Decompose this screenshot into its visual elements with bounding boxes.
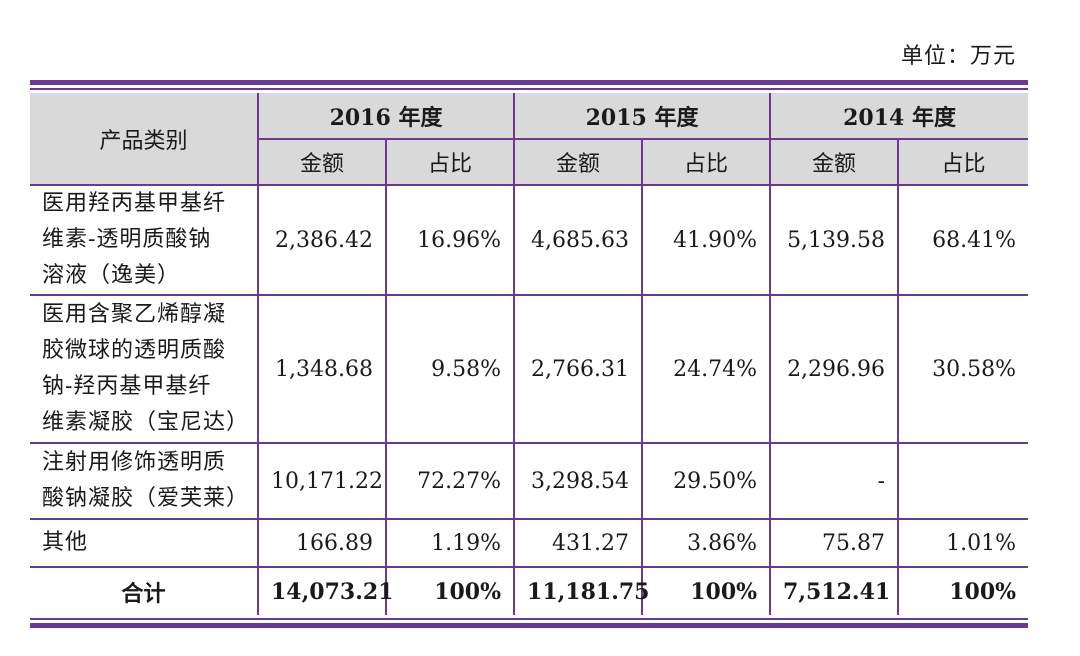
header-amount: 金额 <box>513 138 644 186</box>
cell-2016-ratio: 16.96% <box>384 184 516 296</box>
total-label: 合计 <box>30 566 259 615</box>
cell-2015-amount: 4,685.63 <box>513 184 644 296</box>
header-ratio: 占比 <box>897 138 1029 186</box>
cell-2015-ratio: 24.74% <box>641 294 772 444</box>
total-2014-amount: 7,512.41 <box>769 566 900 615</box>
total-2016-ratio: 100% <box>384 566 516 615</box>
cell-2016-amount: 2,386.42 <box>257 184 387 296</box>
header-amount: 金额 <box>258 138 387 186</box>
header-ratio: 占比 <box>384 138 516 186</box>
cell-2015-ratio: 29.50% <box>641 442 772 520</box>
header-year-2015: 2015 年度 <box>513 93 772 140</box>
row-category: 注射用修饰透明质 酸钠凝胶（爱芙莱） <box>30 442 259 520</box>
header-year-2014: 2014 年度 <box>769 93 1029 140</box>
cell-2016-amount: 10,171.22 <box>257 442 387 520</box>
header-amount: 金额 <box>769 138 900 186</box>
cell-2015-amount: 3,298.54 <box>513 442 644 520</box>
cell-2016-amount: 1,348.68 <box>257 294 387 444</box>
row-category: 医用羟丙基甲基纤 维素-透明质酸钠 溶液（逸美） <box>30 184 259 296</box>
table-row: 医用羟丙基甲基纤 维素-透明质酸钠 溶液（逸美） 2,386.42 16.96%… <box>30 184 1029 296</box>
row-category: 医用含聚乙烯醇凝 胶微球的透明质酸 钠-羟丙基甲基纤 维素凝胶（宝尼达） <box>30 294 259 444</box>
total-2015-amount: 11,181.75 <box>513 566 650 615</box>
cell-2014-amount: - <box>769 442 900 520</box>
cell-2014-amount: 75.87 <box>769 518 900 568</box>
cell-2015-ratio: 3.86% <box>641 518 772 568</box>
cell-2014-ratio: 30.58% <box>897 294 1029 444</box>
table-row: 注射用修饰透明质 酸钠凝胶（爱芙莱） 10,171.22 72.27% 3,29… <box>30 442 1029 520</box>
cell-2016-ratio: 72.27% <box>384 442 516 520</box>
cell-2014-ratio: 1.01% <box>897 518 1029 568</box>
total-2016-amount: 14,073.21 <box>257 566 393 615</box>
cell-2016-amount: 166.89 <box>257 518 387 568</box>
cell-2014-ratio: 68.41% <box>897 184 1029 296</box>
table-row: 医用含聚乙烯醇凝 胶微球的透明质酸 钠-羟丙基甲基纤 维素凝胶（宝尼达） 1,3… <box>30 294 1029 444</box>
row-category: 其他 <box>30 518 259 568</box>
cell-2014-amount: 2,296.96 <box>769 294 900 444</box>
cell-2015-amount: 431.27 <box>513 518 644 568</box>
header-category: 产品类别 <box>30 93 259 186</box>
table-row: 其他 166.89 1.19% 431.27 3.86% 75.87 1.01% <box>30 518 1029 568</box>
cell-2016-ratio: 9.58% <box>384 294 516 444</box>
total-row: 合计 14,073.21 100% 11,181.75 100% 7,512.4… <box>30 566 1029 615</box>
unit-label: 单位：万元 <box>900 44 1016 69</box>
header-year-2016: 2016 年度 <box>256 93 516 140</box>
cell-2016-ratio: 1.19% <box>384 518 516 568</box>
total-2014-ratio: 100% <box>897 566 1029 615</box>
header-ratio: 占比 <box>641 138 772 186</box>
cell-2015-ratio: 41.90% <box>641 184 772 296</box>
total-2015-ratio: 100% <box>641 566 772 615</box>
cell-2014-ratio <box>897 442 1029 520</box>
data-table: 产品类别 2016 年度 2015 年度 2014 年度 金额 占比 金额 占比… <box>30 93 1029 615</box>
cell-2015-amount: 2,766.31 <box>513 294 644 444</box>
product-revenue-table: 产品类别 2016 年度 2015 年度 2014 年度 金额 占比 金额 占比… <box>30 80 1029 628</box>
cell-2014-amount: 5,139.58 <box>769 184 900 296</box>
